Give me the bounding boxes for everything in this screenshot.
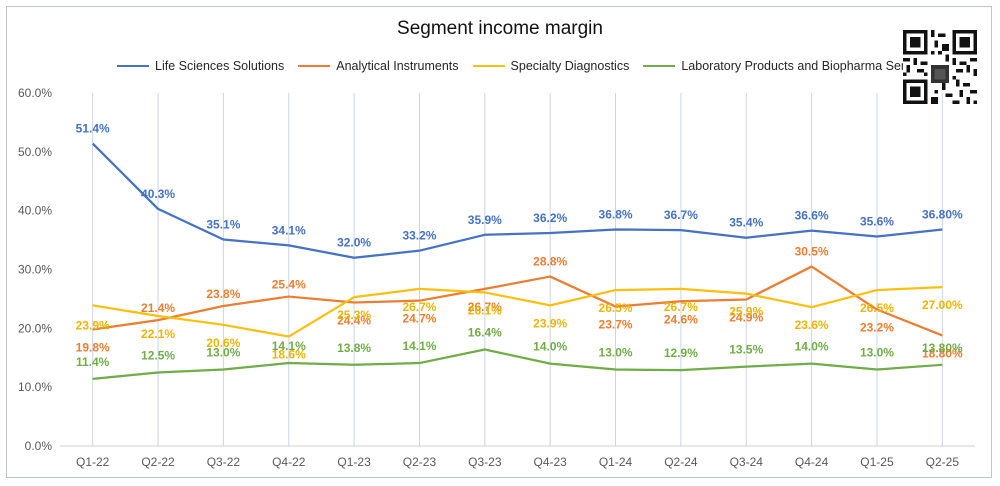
qr-code-icon <box>903 30 977 104</box>
series-line-1 <box>92 265 943 337</box>
legend-swatch-specialty <box>472 64 505 68</box>
y-tick-label: 50.0% <box>18 145 52 159</box>
data-label: 35.1% <box>206 217 240 231</box>
x-tick-label: Q2-23 <box>403 455 437 469</box>
data-label: 12.5% <box>141 348 175 362</box>
x-tick-label: Q1-24 <box>599 455 633 469</box>
legend-swatch-lab-products <box>643 64 676 68</box>
data-label: 51.4% <box>76 122 110 136</box>
legend-item-life-sciences: Life Sciences Solutions <box>117 59 284 73</box>
data-label: 26.1% <box>468 303 502 317</box>
series-line-0 <box>91 142 943 259</box>
data-label: 24.4% <box>337 313 371 327</box>
data-label: 14.0% <box>795 340 829 354</box>
data-label: 26.5% <box>599 301 633 315</box>
series-line-2 <box>92 286 943 338</box>
legend-swatch-life-sciences <box>117 64 149 68</box>
data-label: 36.80% <box>922 207 963 221</box>
legend-label-lab-products: Laboratory Products and Biopharma Servic… <box>681 59 934 73</box>
data-label: 13.0% <box>599 346 633 360</box>
data-label: 23.2% <box>860 321 894 335</box>
data-label: 21.4% <box>141 301 175 315</box>
x-tick-label: Q3-23 <box>468 455 502 469</box>
data-label: 27.00% <box>922 298 963 312</box>
data-label: 13.80% <box>922 341 963 355</box>
x-tick-label: Q2-25 <box>926 455 960 469</box>
data-label: 23.9% <box>76 318 110 332</box>
legend-item-analytical: Analytical Instruments <box>298 59 459 73</box>
data-label: 26.5% <box>860 301 894 315</box>
data-label: 35.6% <box>860 215 894 229</box>
data-label: 36.7% <box>664 208 698 222</box>
data-label: 24.9% <box>729 311 763 325</box>
data-label: 25.3% <box>337 308 371 322</box>
data-label: 23.6% <box>795 318 829 332</box>
x-tick-label: Q4-24 <box>795 455 829 469</box>
y-tick-label: 10.0% <box>18 380 52 394</box>
y-tick-label: 40.0% <box>18 204 52 218</box>
data-label: 34.1% <box>272 223 306 237</box>
data-label: 13.5% <box>729 343 763 357</box>
data-label: 19.8% <box>76 341 110 355</box>
legend-swatch-analytical <box>298 64 331 68</box>
series-line-3 <box>92 348 943 381</box>
data-label: 18.80% <box>922 346 963 360</box>
data-label: 28.8% <box>533 255 567 269</box>
data-label: 13.0% <box>206 346 240 360</box>
data-label: 23.7% <box>599 318 633 332</box>
x-tick-label: Q4-22 <box>272 455 306 469</box>
data-label: 40.3% <box>141 187 175 201</box>
data-label: 23.9% <box>533 316 567 330</box>
data-label: 24.6% <box>664 312 698 326</box>
data-label: 16.4% <box>468 326 502 340</box>
data-label: 14.1% <box>402 339 436 353</box>
x-tick-label: Q4-23 <box>533 455 567 469</box>
y-tick-label: 20.0% <box>18 321 52 335</box>
data-label: 32.0% <box>337 236 371 250</box>
data-label: 35.9% <box>468 213 502 227</box>
data-label: 13.8% <box>337 341 371 355</box>
data-label: 25.4% <box>272 278 306 292</box>
x-tick-label: Q3-24 <box>730 455 764 469</box>
x-tick-label: Q3-22 <box>207 455 241 469</box>
data-label: 26.7% <box>402 300 436 314</box>
data-label: 33.2% <box>402 229 436 243</box>
y-tick-label: 0.0% <box>25 439 53 453</box>
data-label: 36.8% <box>599 207 633 221</box>
data-label: 36.6% <box>795 209 829 223</box>
chart-frame <box>6 6 992 478</box>
y-tick-label: 60.0% <box>18 86 52 100</box>
data-label: 35.4% <box>729 216 763 230</box>
data-label: 36.2% <box>533 211 567 225</box>
data-label: 12.9% <box>664 346 698 360</box>
data-label: 20.6% <box>206 336 240 350</box>
x-tick-label: Q2-24 <box>664 455 698 469</box>
legend-label-analytical: Analytical Instruments <box>336 59 459 73</box>
data-label: 14.0% <box>533 340 567 354</box>
data-label: 14.1% <box>272 339 306 353</box>
legend-item-lab-products: Laboratory Products and Biopharma Servic… <box>643 59 934 73</box>
chart-legend: Life Sciences Solutions Analytical Instr… <box>117 57 948 75</box>
data-label: 18.6% <box>272 348 306 362</box>
x-tick-label: Q1-22 <box>76 455 110 469</box>
x-tick-label: Q2-22 <box>141 455 175 469</box>
data-label: 13.0% <box>860 346 894 360</box>
data-label: 30.5% <box>795 245 829 259</box>
legend-label-specialty: Specialty Diagnostics <box>510 59 630 73</box>
data-label: 23.8% <box>206 287 240 301</box>
data-label: 26.7% <box>664 300 698 314</box>
data-label: 11.4% <box>76 355 110 369</box>
x-tick-label: Q1-23 <box>337 455 371 469</box>
x-tick-label: Q1-25 <box>860 455 894 469</box>
legend-label-life-sciences: Life Sciences Solutions <box>155 59 285 73</box>
data-label: 22.1% <box>141 327 175 341</box>
data-label: 26.7% <box>468 300 502 314</box>
legend-item-specialty: Specialty Diagnostics <box>472 59 630 73</box>
y-tick-label: 30.0% <box>18 263 52 277</box>
chart-title: Segment income margin <box>397 18 603 39</box>
data-label: 25.9% <box>729 305 763 319</box>
data-label: 24.7% <box>402 312 436 326</box>
